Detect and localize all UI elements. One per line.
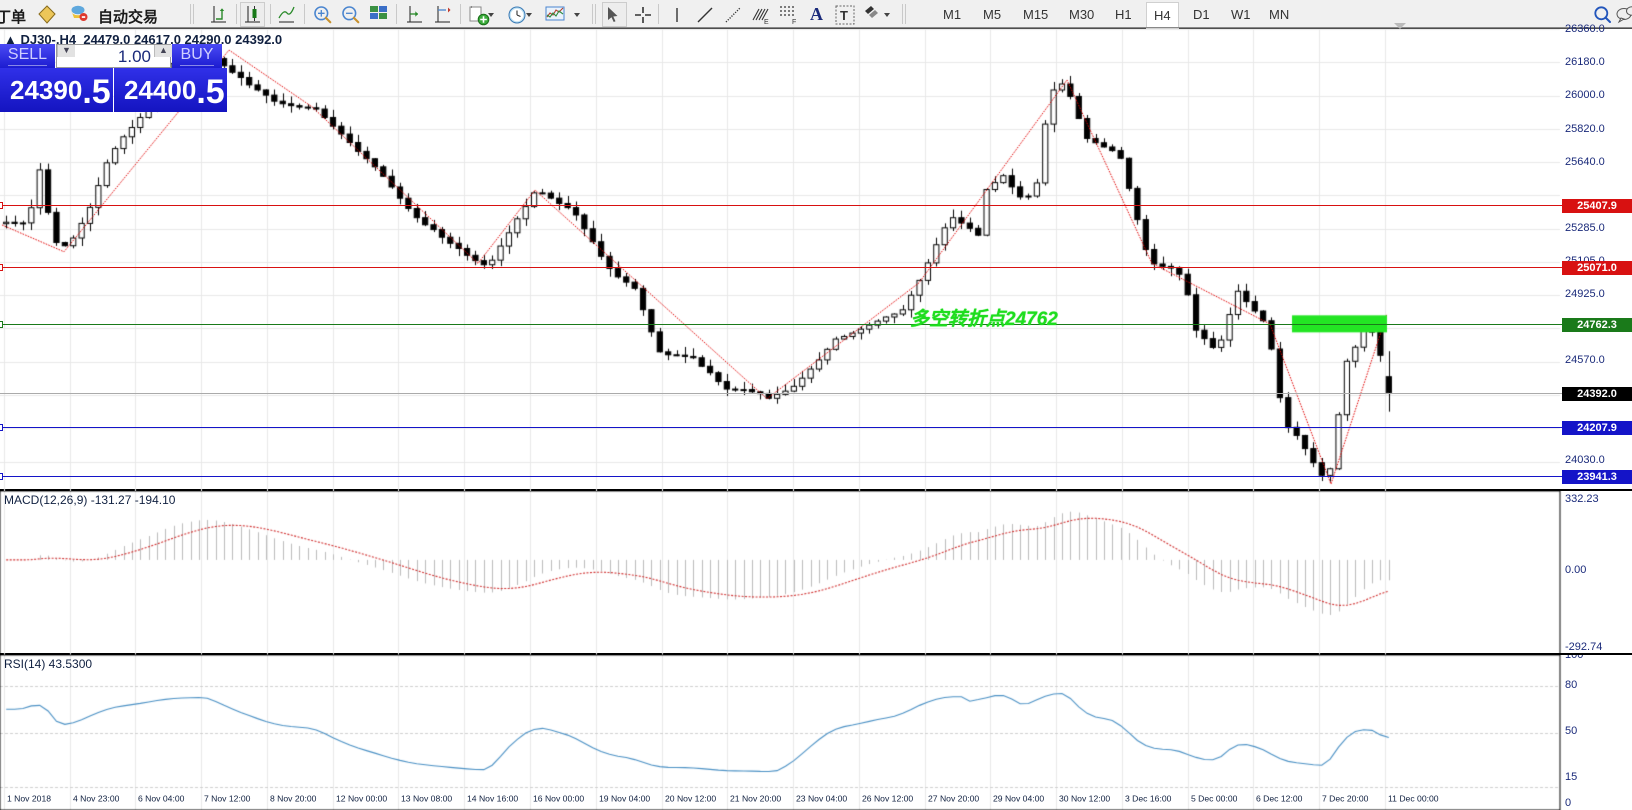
svg-text:T: T	[840, 8, 848, 23]
svg-text:E: E	[764, 19, 769, 25]
svg-text:F: F	[792, 19, 796, 25]
